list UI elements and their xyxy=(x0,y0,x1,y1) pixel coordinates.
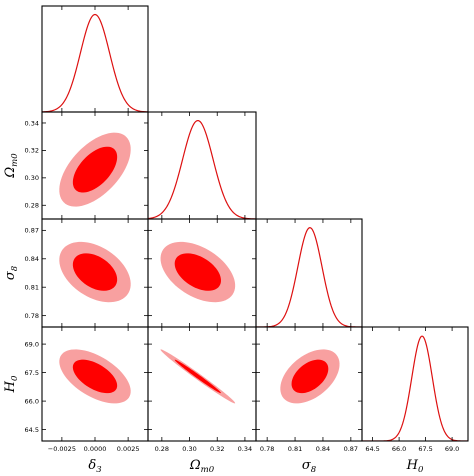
panel-frame xyxy=(361,326,469,442)
panel-H0-delta3 xyxy=(41,326,149,442)
contour-68 xyxy=(72,146,118,193)
x-tick-label: 0.0000 xyxy=(84,445,107,453)
x-tick-label: 69.0 xyxy=(445,445,459,453)
x-tick-label: 0.28 xyxy=(155,445,169,453)
x-axis-label-omega_m0: Ωm0 xyxy=(189,458,215,475)
x-tick-label: 0.30 xyxy=(182,445,196,453)
axis-subscript: 8 xyxy=(311,465,317,475)
contour-68 xyxy=(174,359,221,394)
y-tick-label: 0.32 xyxy=(25,147,39,155)
y-tick-label: 69.0 xyxy=(25,340,39,348)
axis-symbol: H xyxy=(3,380,18,393)
y-axes: 0.28 0.30 0.32 0.34 Ωm0 0.78 0.81 0.84 0.87 σ8 64.… xyxy=(3,119,39,434)
y-axis-label-sigma8: σ8 xyxy=(3,265,20,280)
axis-symbol: Ω xyxy=(189,458,201,473)
panel-delta3-delta3 xyxy=(41,5,149,113)
x-tick-label: 0.32 xyxy=(210,445,224,453)
axis-subscript: 3 xyxy=(96,465,101,475)
x-tick-label: 0.84 xyxy=(316,445,330,453)
pdf-curve-sigma8 xyxy=(256,227,362,327)
pdf-curve-omega_m0 xyxy=(148,119,256,219)
panel-omega_m0-delta3 xyxy=(41,111,149,220)
pdf-curve-H0 xyxy=(362,335,468,441)
contour-68 xyxy=(72,253,118,291)
panel-frame xyxy=(255,218,363,328)
y-tick-label: 0.81 xyxy=(25,284,39,292)
contour-68 xyxy=(174,253,221,291)
x-tick-label: 0.0025 xyxy=(117,445,140,453)
panel-frame xyxy=(147,111,257,220)
panel-frame xyxy=(147,326,257,442)
x-axis-label-sigma8: σ8 xyxy=(302,458,317,475)
panel-frame xyxy=(41,5,149,113)
x-tick-label: 0.34 xyxy=(238,445,252,453)
contour-68 xyxy=(291,359,329,394)
x-tick-label: 66.0 xyxy=(392,445,406,453)
panel-H0-omega_m0 xyxy=(147,326,257,442)
pdf-curve-delta3 xyxy=(42,13,148,112)
axis-subscript: 0 xyxy=(10,375,20,381)
x-axis-label-delta3: δ3 xyxy=(88,458,101,475)
axis-subscript: m0 xyxy=(201,465,215,475)
y-tick-label: 0.34 xyxy=(25,119,39,127)
y-tick-label: 0.87 xyxy=(25,227,39,235)
x-tick-label: 64.5 xyxy=(365,445,379,453)
axis-symbol: Ω xyxy=(3,167,18,179)
x-tick-label: 67.5 xyxy=(418,445,432,453)
y-tick-label: 0.30 xyxy=(25,174,39,182)
axis-symbol: σ xyxy=(302,458,312,473)
y-tick-label: 64.5 xyxy=(25,426,39,434)
panel-H0-sigma8 xyxy=(255,326,363,442)
axis-symbol: σ xyxy=(3,270,18,280)
x-tick-label: 0.81 xyxy=(288,445,302,453)
x-tick-label: 0.78 xyxy=(260,445,274,453)
y-axis-label-omega_m0: Ωm0 xyxy=(3,153,20,179)
axis-subscript: 0 xyxy=(418,465,424,475)
contour-68 xyxy=(72,359,118,394)
y-tick-label: 67.5 xyxy=(25,369,39,377)
y-tick-label: 66.0 xyxy=(25,397,39,405)
panels xyxy=(41,5,469,442)
x-tick-label: 0.87 xyxy=(344,445,358,453)
x-tick-label: −0.0025 xyxy=(48,445,76,453)
axis-symbol: δ xyxy=(88,458,96,473)
panel-omega_m0-omega_m0 xyxy=(147,111,257,220)
panel-sigma8-delta3 xyxy=(41,218,149,328)
y-axis-label-H0: H0 xyxy=(3,375,20,393)
y-tick-label: 0.78 xyxy=(25,312,39,320)
axis-subscript: 8 xyxy=(10,265,20,271)
panel-sigma8-omega_m0 xyxy=(147,218,257,328)
x-axis-label-H0: H0 xyxy=(406,458,424,475)
y-tick-label: 0.28 xyxy=(25,202,39,210)
axis-subscript: m0 xyxy=(10,153,20,167)
panel-H0-H0 xyxy=(361,326,469,442)
x-axes: −0.0025 0.0000 0.0025 δ3 0.28 0.30 0.32 0.34 Ωm0… xyxy=(48,445,460,475)
panel-sigma8-sigma8 xyxy=(255,218,363,328)
axis-symbol: H xyxy=(406,458,419,473)
y-tick-label: 0.84 xyxy=(25,255,39,263)
